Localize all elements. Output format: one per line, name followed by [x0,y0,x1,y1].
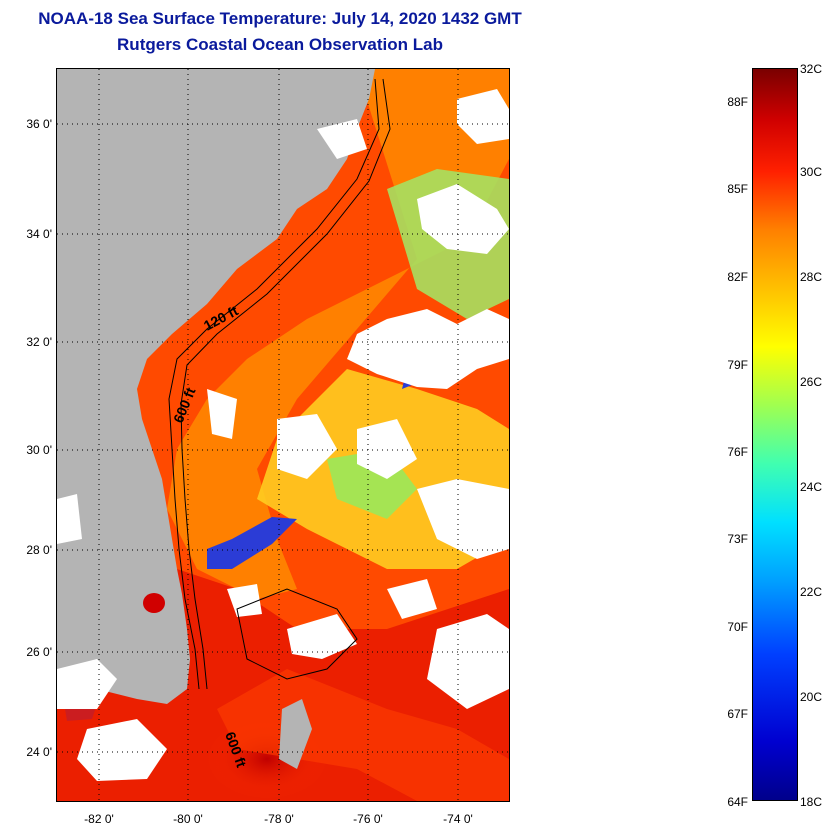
land-mainland [57,69,375,704]
colorbar-label-celsius: 24C [800,480,823,494]
colorbar-label-celsius: 20C [800,690,823,704]
colorbar-label-celsius: 32C [800,62,823,76]
contour-120ft [168,78,380,690]
colorbar-label-fahrenheit: 67F [727,707,748,721]
colorbar-label-fahrenheit: 88F [727,95,748,109]
colorbar-label-celsius: 30C [800,165,823,179]
colorbar-label-celsius: 22C [800,585,823,599]
sst-map: 120 ft 600 ft 600 ft [57,69,509,801]
temperature-colorbar [752,68,798,801]
lon-label: -74 0' [443,812,473,826]
cloud-masks [57,89,509,781]
colorbar-label-fahrenheit: 76F [727,445,748,459]
map-subtitle: Rutgers Coastal Ocean Observation Lab [117,35,443,54]
lat-label: 32 0' [26,335,52,349]
lat-label: 26 0' [26,645,52,659]
colorbar-label-celsius: 28C [800,270,823,284]
colorbar-label-fahrenheit: 82F [727,270,748,284]
map-title: NOAA-18 Sea Surface Temperature: July 14… [38,9,522,28]
colorbar-label-celsius: 18C [800,795,823,809]
lon-label: -78 0' [264,812,294,826]
colorbar-gradient [753,69,797,800]
lon-label: -76 0' [353,812,383,826]
lat-label: 34 0' [26,227,52,241]
lon-label: -80 0' [173,812,203,826]
graticule [57,69,509,801]
colorbar-label-fahrenheit: 64F [727,795,748,809]
cool-patch-florida [207,517,297,569]
lat-label: 36 0' [26,117,52,131]
colorbar-label-celsius: 26C [800,375,823,389]
contour-600ft [180,78,391,690]
colorbar-label-fahrenheit: 73F [727,532,748,546]
lake-okeechobee [143,593,165,613]
lat-label: 30 0' [26,443,52,457]
colorbar-label-fahrenheit: 79F [727,358,748,372]
colorbar-label-fahrenheit: 70F [727,620,748,634]
contour-bahamas [236,588,358,680]
lat-label: 24 0' [26,745,52,759]
colorbar-label-fahrenheit: 85F [727,182,748,196]
land-cuba [217,669,509,801]
lon-label: -82 0' [84,812,114,826]
lat-label: 28 0' [26,543,52,557]
